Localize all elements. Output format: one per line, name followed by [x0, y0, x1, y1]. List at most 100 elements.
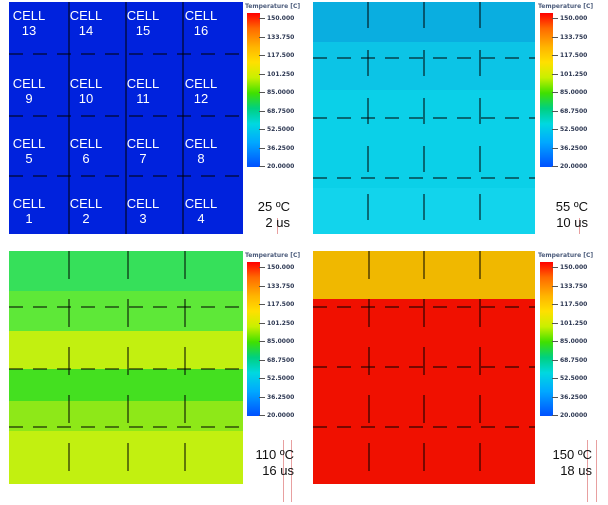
legend-tick-label: 85.0000 — [267, 338, 295, 345]
cell-word: CELL — [69, 136, 103, 151]
cell-label: CELL 4 — [176, 196, 226, 226]
legend-tick — [259, 147, 265, 149]
leader-line — [291, 440, 292, 502]
cell-number: 1 — [25, 211, 33, 226]
legend-tick — [552, 110, 558, 112]
legend-tick — [259, 378, 265, 379]
legend-tick — [259, 18, 265, 19]
legend-tick-label: 117.500 — [267, 52, 295, 59]
caption-110c: 110 ºC 16 us — [242, 447, 294, 479]
time-label: 10 us — [556, 215, 588, 230]
caption-55c: 55 ºC 10 us — [540, 199, 588, 231]
legend-tick — [259, 322, 265, 324]
legend-tick-label: 52.5000 — [560, 375, 588, 382]
leader-line — [277, 218, 278, 234]
legend-tick — [552, 267, 558, 268]
time-label: 16 us — [262, 463, 294, 478]
legend-tick-label: 52.5000 — [560, 126, 588, 133]
legend-color-bar — [247, 13, 260, 167]
legend-tick-label: 36.2500 — [560, 144, 588, 152]
cell-word: CELL — [126, 136, 160, 151]
cell-word: CELL — [69, 196, 103, 211]
legend-tick — [259, 396, 265, 398]
legend-tick-label: 68.7500 — [267, 356, 295, 364]
legend-tick-label: 85.0000 — [560, 338, 588, 345]
cell-label: CELL 16 — [176, 8, 226, 38]
legend-color-bar — [540, 262, 553, 416]
leader-line — [587, 440, 588, 502]
legend-tick-label: 36.2500 — [267, 393, 295, 401]
legend-tick-label: 101.250 — [560, 70, 588, 78]
temperature-legend: Temperature [C] 150.000 133.750 117.500 101.… — [245, 3, 309, 173]
cell-word: CELL — [184, 196, 218, 211]
cell-number: 11 — [136, 91, 150, 106]
cell-label: CELL 14 — [61, 8, 111, 38]
panel-150c-map — [313, 251, 535, 484]
cell-number: 12 — [193, 91, 209, 106]
legend-tick — [552, 55, 558, 56]
time-label: 18 us — [560, 463, 592, 478]
cell-number: 4 — [197, 211, 205, 226]
legend-tick-label: 133.750 — [267, 282, 295, 290]
cell-word: CELL — [12, 136, 46, 151]
legend-tick-label: 85.0000 — [560, 89, 588, 96]
legend-tick — [259, 73, 265, 75]
legend-tick-label: 150.000 — [560, 264, 588, 271]
legend-tick-label: 68.7500 — [560, 356, 588, 364]
legend-tick-label: 20.0000 — [560, 412, 588, 419]
cell-word: CELL — [126, 76, 160, 91]
cell-word: CELL — [69, 8, 103, 23]
legend-tick — [259, 92, 265, 93]
cell-number: 8 — [197, 151, 205, 166]
panel-110c-map — [9, 251, 243, 484]
panel-25c-map — [9, 2, 243, 234]
cell-label: CELL 3 — [118, 196, 168, 226]
legend-tick-label: 133.750 — [267, 33, 295, 41]
legend-tick — [552, 322, 558, 324]
cell-word: CELL — [12, 196, 46, 211]
legend-tick-label: 150.000 — [267, 264, 295, 271]
cell-number: 7 — [139, 151, 147, 166]
panel-110c — [9, 251, 243, 484]
temperature-label: 110 ºC — [255, 447, 294, 462]
cell-word: CELL — [184, 136, 218, 151]
legend-tick — [259, 166, 265, 167]
temperature-legend: Temperature [C] 150.000 133.750 117.500 101.… — [538, 252, 602, 422]
cell-word: CELL — [69, 76, 103, 91]
leader-line — [283, 440, 284, 502]
legend-tick-label: 117.500 — [267, 301, 295, 308]
legend-tick-label: 101.250 — [267, 319, 295, 327]
cell-label: CELL 13 — [4, 8, 54, 38]
legend-tick-label: 117.500 — [560, 52, 588, 59]
cell-label: CELL 9 — [4, 76, 54, 106]
legend-tick-label: 20.0000 — [267, 163, 295, 170]
cell-word: CELL — [184, 76, 218, 91]
legend-color-bar — [540, 13, 553, 167]
legend-tick — [552, 285, 558, 287]
panel-55c-map — [313, 2, 535, 234]
cell-label: CELL 11 — [118, 76, 168, 106]
legend-tick — [552, 304, 558, 305]
legend-tick-label: 68.7500 — [560, 107, 588, 115]
legend-tick — [552, 147, 558, 149]
legend-title: Temperature [C] — [245, 252, 301, 259]
leader-line — [596, 440, 597, 502]
temperature-label: 55 ºC — [555, 199, 588, 214]
legend-tick-label: 68.7500 — [267, 107, 295, 115]
legend-tick — [552, 415, 558, 416]
cell-number: 5 — [25, 151, 33, 166]
cell-label: CELL 6 — [61, 136, 111, 166]
legend-tick — [259, 267, 265, 268]
cell-word: CELL — [126, 8, 160, 23]
legend-tick — [552, 166, 558, 167]
temperature-label: 25 ºC — [257, 199, 290, 214]
legend-tick — [259, 129, 265, 130]
cell-number: 2 — [82, 211, 90, 226]
legend-tick — [552, 378, 558, 379]
legend-tick — [552, 396, 558, 398]
legend-tick — [259, 304, 265, 305]
legend-title: Temperature [C] — [538, 252, 594, 259]
legend-color-bar — [247, 262, 260, 416]
leader-line — [579, 218, 580, 234]
cell-label: CELL 1 — [4, 196, 54, 226]
